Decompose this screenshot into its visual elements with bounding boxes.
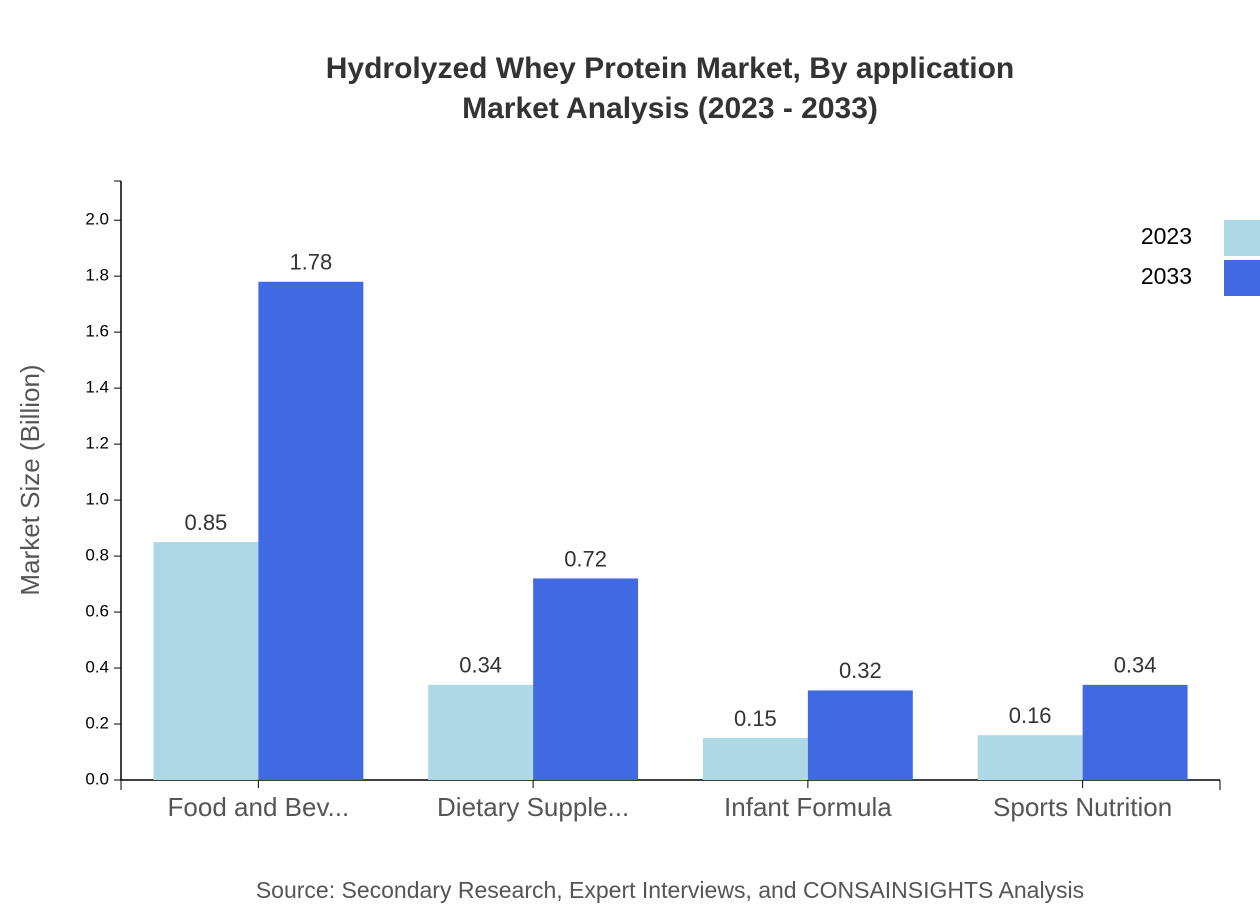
legend-label: 2023 [1141,223,1192,249]
chart-title: Hydrolyzed Whey Protein Market, By appli… [326,52,1014,85]
value-label: 0.16 [1009,703,1052,728]
value-label: 0.85 [184,510,227,535]
bar [153,542,259,780]
value-label: 0.15 [734,706,777,731]
x-tick-label: Food and Bev... [168,792,350,822]
bar [258,281,364,780]
bar [977,735,1083,780]
bar [533,578,639,780]
chart-subtitle: Market Analysis (2023 - 2033) [462,92,878,125]
y-tick-label: 1.6 [85,322,109,341]
y-axis-label: Market Size (Billion) [15,364,45,595]
y-tick-label: 0.2 [85,714,109,733]
y-tick-label: 0.6 [85,602,109,621]
value-label: 0.34 [1114,653,1157,678]
bar [807,690,913,780]
x-tick-label: Dietary Supple... [437,792,629,822]
value-label: 0.34 [459,653,502,678]
y-tick-label: 0.8 [85,546,109,565]
legend-label: 2033 [1141,263,1192,289]
x-tick-label: Infant Formula [724,792,892,822]
value-label: 0.32 [839,658,882,683]
legend-swatch [1224,260,1260,296]
y-tick-label: 0.0 [85,769,109,788]
y-tick-label: 1.0 [85,490,109,509]
x-tick-label: Sports Nutrition [993,792,1172,822]
value-label: 0.72 [564,546,607,571]
y-tick-label: 0.4 [85,658,109,677]
bar [1082,684,1188,780]
y-tick-label: 1.8 [85,266,109,285]
y-tick-label: 1.2 [85,434,109,453]
bar [702,738,808,780]
source-note: Source: Secondary Research, Expert Inter… [256,877,1084,903]
bar [428,684,534,780]
legend-swatch [1224,220,1260,256]
value-label: 1.78 [289,250,332,275]
y-tick-label: 2.0 [85,210,109,229]
y-tick-label: 1.4 [85,378,109,397]
